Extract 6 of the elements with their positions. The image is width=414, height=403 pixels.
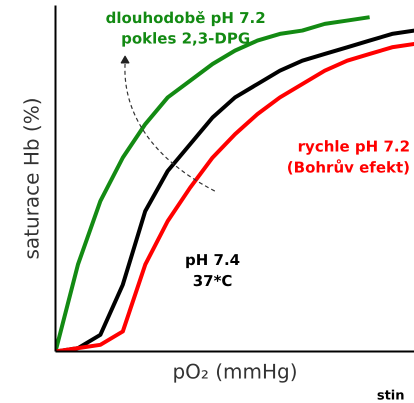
annotation: pH 7.4 37*C [185,251,240,290]
text: stin [376,388,405,403]
annotation: rychle pH 7.2 (Bohrův efekt) [286,138,410,176]
annotation: dlouhodobě pH 7.2 pokles 2,3-DPG [106,8,266,48]
x-axis-title: pO₂ (mmHg) [172,360,298,384]
y-axis-title: saturace Hb (%) [20,97,44,260]
